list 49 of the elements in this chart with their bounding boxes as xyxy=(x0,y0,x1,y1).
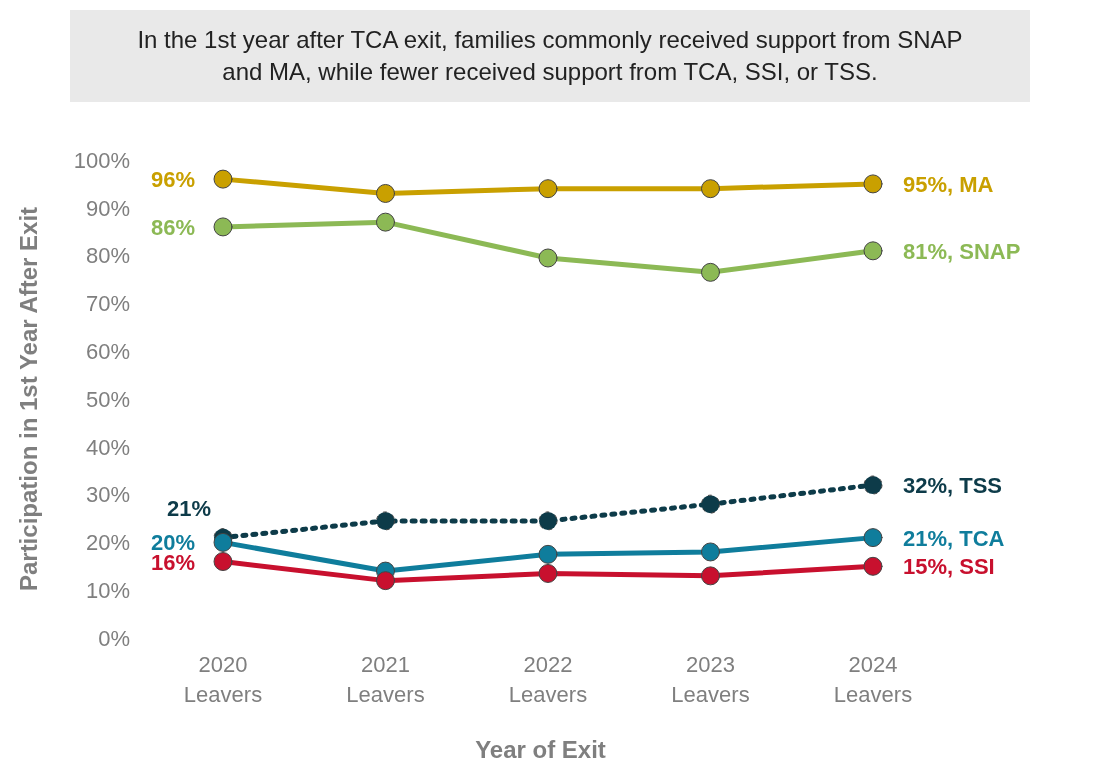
y-tick-label: 0% xyxy=(98,625,130,651)
point xyxy=(376,571,395,591)
point xyxy=(863,241,883,261)
point xyxy=(863,556,883,576)
data-label: 21% xyxy=(166,495,211,521)
text: 32%, TSS xyxy=(903,473,1003,499)
point xyxy=(863,174,883,194)
point xyxy=(701,542,720,562)
y-tick-label: 30% xyxy=(85,482,130,508)
x-tick-label: 2020 Leavers xyxy=(183,652,263,707)
text: 21%, TCA xyxy=(903,525,1005,551)
x-axis-title: Year of Exit xyxy=(475,736,606,763)
point xyxy=(213,552,233,572)
y-tick-label: 10% xyxy=(85,578,130,604)
point xyxy=(701,179,720,199)
y-tick-label: 20% xyxy=(85,530,130,556)
point xyxy=(376,212,395,232)
point xyxy=(701,262,720,282)
point xyxy=(863,528,883,548)
data-label: 86% xyxy=(150,214,195,240)
x-tick-label: 2022 Leavers xyxy=(508,652,588,707)
text: 95%, MA xyxy=(903,171,994,197)
point xyxy=(538,511,558,531)
x-tick-label: 2023 Leavers xyxy=(671,652,750,707)
point xyxy=(701,494,720,514)
y-tick-label: 50% xyxy=(85,386,130,412)
y-tick-label: 40% xyxy=(85,434,130,460)
point xyxy=(376,183,395,203)
y-tick-label: 70% xyxy=(85,291,130,317)
point xyxy=(538,179,558,199)
x-tick-label: 2021 Leavers xyxy=(346,652,425,707)
text: 81%, SNAP xyxy=(903,238,1021,264)
y-tick-label: 60% xyxy=(85,339,130,365)
point xyxy=(701,566,720,586)
text: 15%, SSI xyxy=(903,554,995,580)
point xyxy=(376,511,395,531)
y-tick-label: 90% xyxy=(85,195,130,221)
chart-title: In the 1st year after TCA exit, families commonly received support from SNAP and MA, while fewer received support from TCA, SSI, or TSS. xyxy=(70,10,1030,102)
point xyxy=(538,544,558,564)
point xyxy=(538,563,558,583)
y-tick-label: 100% xyxy=(73,147,130,173)
point xyxy=(538,248,558,268)
data-label: 96% xyxy=(150,167,195,193)
point xyxy=(213,169,233,189)
point xyxy=(863,475,883,495)
x-tick-label: 2024 Leavers xyxy=(833,652,913,707)
point xyxy=(213,217,233,237)
y-tick-label: 80% xyxy=(85,243,130,269)
y-axis-title: Participation in 1st Year After Exit xyxy=(14,206,42,592)
